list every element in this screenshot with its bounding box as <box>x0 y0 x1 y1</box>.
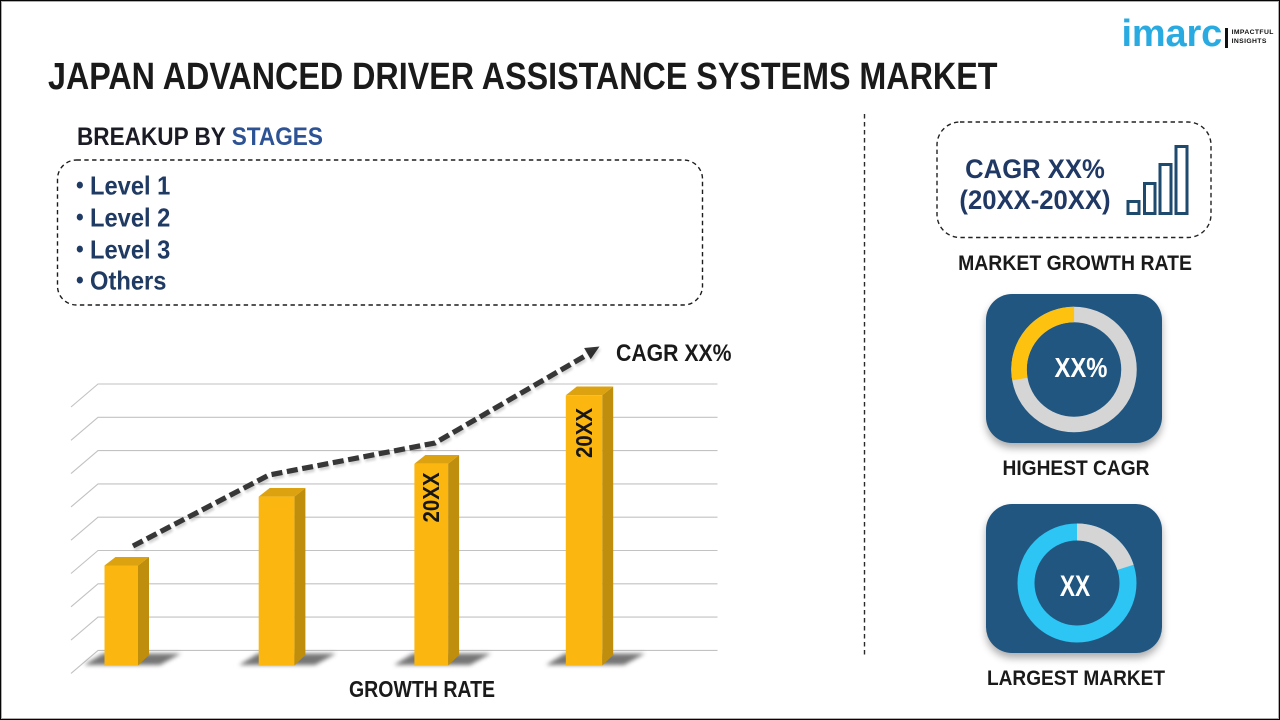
svg-text:20XX: 20XX <box>571 408 597 459</box>
svg-text:20XX: 20XX <box>418 472 444 523</box>
